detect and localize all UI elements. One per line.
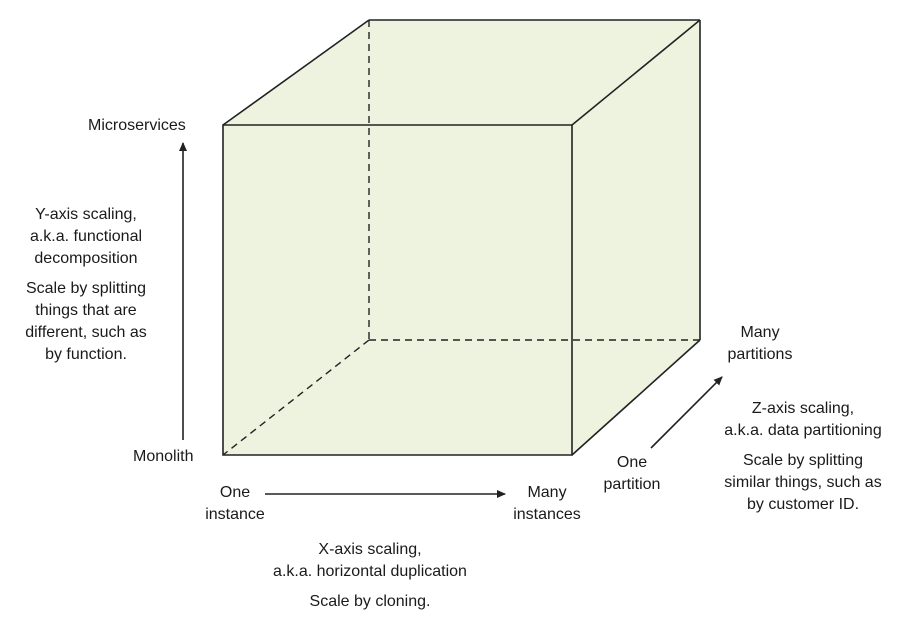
cube-hidden-edges <box>222 20 700 456</box>
x-axis-start-label: One instance <box>195 482 275 526</box>
z-axis-desc-line: by customer ID. <box>746 496 860 513</box>
z-axis-desc-line: Scale by splitting <box>742 452 864 469</box>
cube-side-face <box>572 20 700 455</box>
y-axis-desc-line: different, such as <box>25 324 147 341</box>
cube-top-face <box>223 20 700 125</box>
x-axis-start-line: One <box>219 484 251 501</box>
z-axis-description: Z-axis scaling, a.k.a. data partitioning… <box>703 398 903 516</box>
y-axis-bottom-label: Monolith <box>133 448 194 465</box>
y-axis-top-label: Microservices <box>88 117 186 134</box>
z-axis-title-line: a.k.a. data partitioning <box>724 422 882 439</box>
x-axis-title-line: a.k.a. horizontal duplication <box>273 563 467 580</box>
z-axis-start-line: One <box>616 454 648 471</box>
y-axis-title-line: Y-axis scaling, <box>35 206 137 223</box>
x-axis-end-label: Many instances <box>502 482 592 526</box>
y-axis-title-line: a.k.a. functional <box>29 228 143 245</box>
x-axis-title-line: X-axis scaling, <box>318 541 422 558</box>
y-axis-desc-line: by function. <box>45 346 127 363</box>
z-axis-end-line: partitions <box>727 346 793 363</box>
cube-front-face <box>223 125 572 455</box>
z-axis-title-line: Z-axis scaling, <box>751 400 855 417</box>
x-axis-start-line: instance <box>205 506 265 523</box>
z-axis-arrow <box>650 376 723 449</box>
y-axis-title-line: decomposition <box>34 250 138 267</box>
x-axis-end-line: instances <box>513 506 581 523</box>
cube-visible-edges <box>222 19 701 456</box>
y-axis-description: Y-axis scaling, a.k.a. functional decomp… <box>6 204 166 366</box>
x-axis-end-line: Many <box>527 484 567 501</box>
z-axis-start-label: One partition <box>592 452 672 496</box>
z-axis-end-label: Many partitions <box>710 322 810 366</box>
y-axis-desc-line: things that are <box>35 302 137 319</box>
z-axis-end-line: Many <box>740 324 780 341</box>
z-axis-start-line: partition <box>603 476 661 493</box>
x-axis-desc-line: Scale by cloning. <box>309 593 431 610</box>
y-axis-desc-line: Scale by splitting <box>25 280 147 297</box>
z-axis-desc-line: similar things, such as <box>724 474 882 491</box>
x-axis-description: X-axis scaling, a.k.a. horizontal duplic… <box>240 539 500 613</box>
